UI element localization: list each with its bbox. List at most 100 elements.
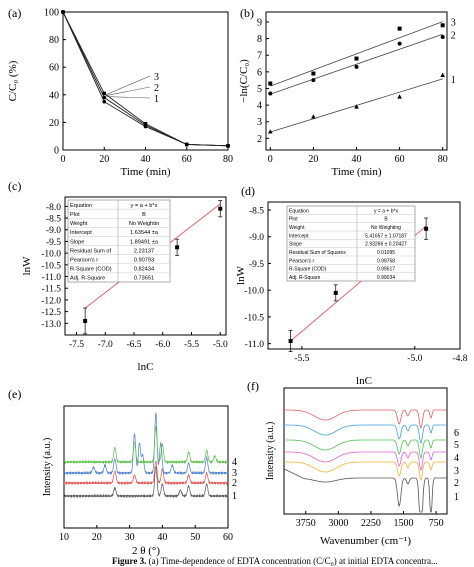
- x-tick-label: 60: [223, 532, 233, 543]
- y-tick-label: -9.5: [46, 238, 61, 248]
- series-label: 6: [454, 428, 459, 439]
- x-tick-label: 20: [92, 532, 102, 543]
- data-point: [397, 41, 402, 46]
- x-tick-label: -7.5: [69, 340, 84, 350]
- y-tick-label: 4: [257, 101, 262, 112]
- x-tick-label: -5.5: [184, 340, 199, 350]
- table-key: Pearson's r: [289, 258, 314, 264]
- table-value: No Weightin: [129, 221, 159, 227]
- data-point: [175, 245, 180, 250]
- panel-f: (f) 3750 3000 2250 1500 750 Wavenumber (cm⁻¹) I…: [247, 379, 459, 547]
- ftir-trace: [284, 461, 447, 481]
- data-point: [354, 64, 359, 69]
- y-tick-label: 7: [257, 51, 262, 62]
- data-point: [333, 290, 338, 295]
- table-value: 0.99758: [377, 258, 395, 264]
- y-tick-label: 0: [54, 146, 59, 157]
- data-point: [288, 338, 293, 343]
- y-tick-label: -10.0: [41, 250, 61, 260]
- data-point: [440, 23, 445, 28]
- x-tick-label: 40: [157, 532, 167, 543]
- table-value: 0.73651: [134, 276, 154, 282]
- y-axis-label: lnW: [21, 256, 33, 276]
- stats-table: [286, 205, 416, 282]
- panel-label: (c): [8, 179, 21, 193]
- table-value: 0.01095: [377, 250, 395, 256]
- data-point: [218, 206, 223, 211]
- table-value: y = a + b*x: [374, 208, 398, 214]
- data-point: [397, 26, 402, 31]
- panel-label: (e): [8, 387, 21, 401]
- table-value: 0.90793: [134, 258, 154, 264]
- y-tick-label: -9.5: [249, 260, 264, 270]
- series-label: 1: [232, 491, 237, 502]
- x-axis-label: lnC: [356, 375, 372, 387]
- data-point: [102, 95, 107, 100]
- series-label: 3: [232, 468, 237, 479]
- data-point: [143, 121, 148, 126]
- data-point: [102, 91, 107, 96]
- fit-line: [270, 21, 443, 87]
- caption-text: (a) Time-dependence of EDTA concentratio…: [148, 556, 438, 566]
- data-point: [102, 99, 107, 104]
- table-key: R-Square (COD): [289, 267, 327, 273]
- x-tick-label: 0: [61, 154, 66, 165]
- y-tick-label: -9.0: [46, 226, 61, 236]
- xrd-trace: [63, 466, 229, 499]
- series-label: 3: [451, 18, 456, 29]
- table-value: 0.99034: [377, 275, 395, 281]
- table-key: R-Square (COD): [70, 267, 112, 273]
- x-axis-label: Wavenumber (cm⁻¹): [320, 535, 411, 547]
- table-key: Adj. R-Square: [70, 276, 105, 282]
- y-tick-label: 40: [49, 90, 59, 101]
- y-tick-label: 2: [257, 134, 262, 145]
- table-key: Equation: [70, 203, 92, 209]
- panel-label: (b): [240, 6, 254, 20]
- table-key: Plot: [289, 217, 298, 223]
- x-axis-label: Time (min): [120, 166, 170, 178]
- y-tick-label: -11.0: [42, 273, 62, 283]
- series-label: 1: [154, 94, 159, 105]
- x-tick-label: 1500: [394, 518, 414, 529]
- y-axis-label: Intensity (a.u.): [42, 438, 53, 497]
- x-tick-label: 0: [268, 154, 273, 165]
- x-tick-label: -6.5: [126, 340, 141, 350]
- caption-figure-label: Figure 3.: [112, 556, 147, 566]
- panel-d: (d) -5.5 -5.0 -4.8 -11.0 -10.5 -10.0 -9.5 -9.0 -8…: [235, 184, 468, 387]
- table-key: Residual Sum of: [70, 248, 111, 254]
- table-value: 0.99517: [377, 267, 395, 273]
- x-tick-label: 30: [125, 532, 135, 543]
- table-key: Weight: [289, 225, 305, 231]
- y-tick-label: -12.0: [41, 296, 61, 306]
- y-tick-label: 5: [257, 84, 262, 95]
- data-point: [440, 72, 445, 77]
- x-tick-label: 60: [182, 154, 192, 165]
- x-tick-label: 3000: [328, 518, 348, 529]
- table-value: 1.89491 ±a: [130, 239, 159, 245]
- table-key: Intercept: [289, 233, 309, 239]
- x-tick-label: 20: [99, 154, 109, 165]
- plot-frame: [283, 387, 448, 515]
- x-tick-label: 20: [308, 154, 318, 165]
- data-point: [83, 318, 88, 323]
- x-tick-label: 50: [190, 532, 200, 543]
- series-label: 2: [154, 83, 159, 94]
- x-axis-label: lnC: [138, 361, 154, 373]
- series-label: 3: [454, 466, 459, 477]
- y-tick-label: -10.5: [244, 313, 264, 323]
- fit-line: [270, 33, 443, 95]
- ftir-trace: [284, 409, 447, 429]
- y-axis-label: C/C₀ (%): [7, 60, 19, 101]
- y-tick-label: -9.0: [249, 233, 264, 243]
- y-tick-label: -10.0: [244, 287, 264, 297]
- table-key: Slope: [70, 239, 84, 245]
- series-label: 2: [454, 478, 459, 489]
- data-point: [184, 142, 189, 147]
- table-key: Equation: [289, 208, 309, 214]
- y-tick-label: 8: [257, 34, 262, 45]
- data-point: [268, 129, 273, 134]
- data-point: [311, 114, 316, 119]
- data-point: [354, 104, 359, 109]
- table-value: y = a + b*x: [131, 203, 158, 209]
